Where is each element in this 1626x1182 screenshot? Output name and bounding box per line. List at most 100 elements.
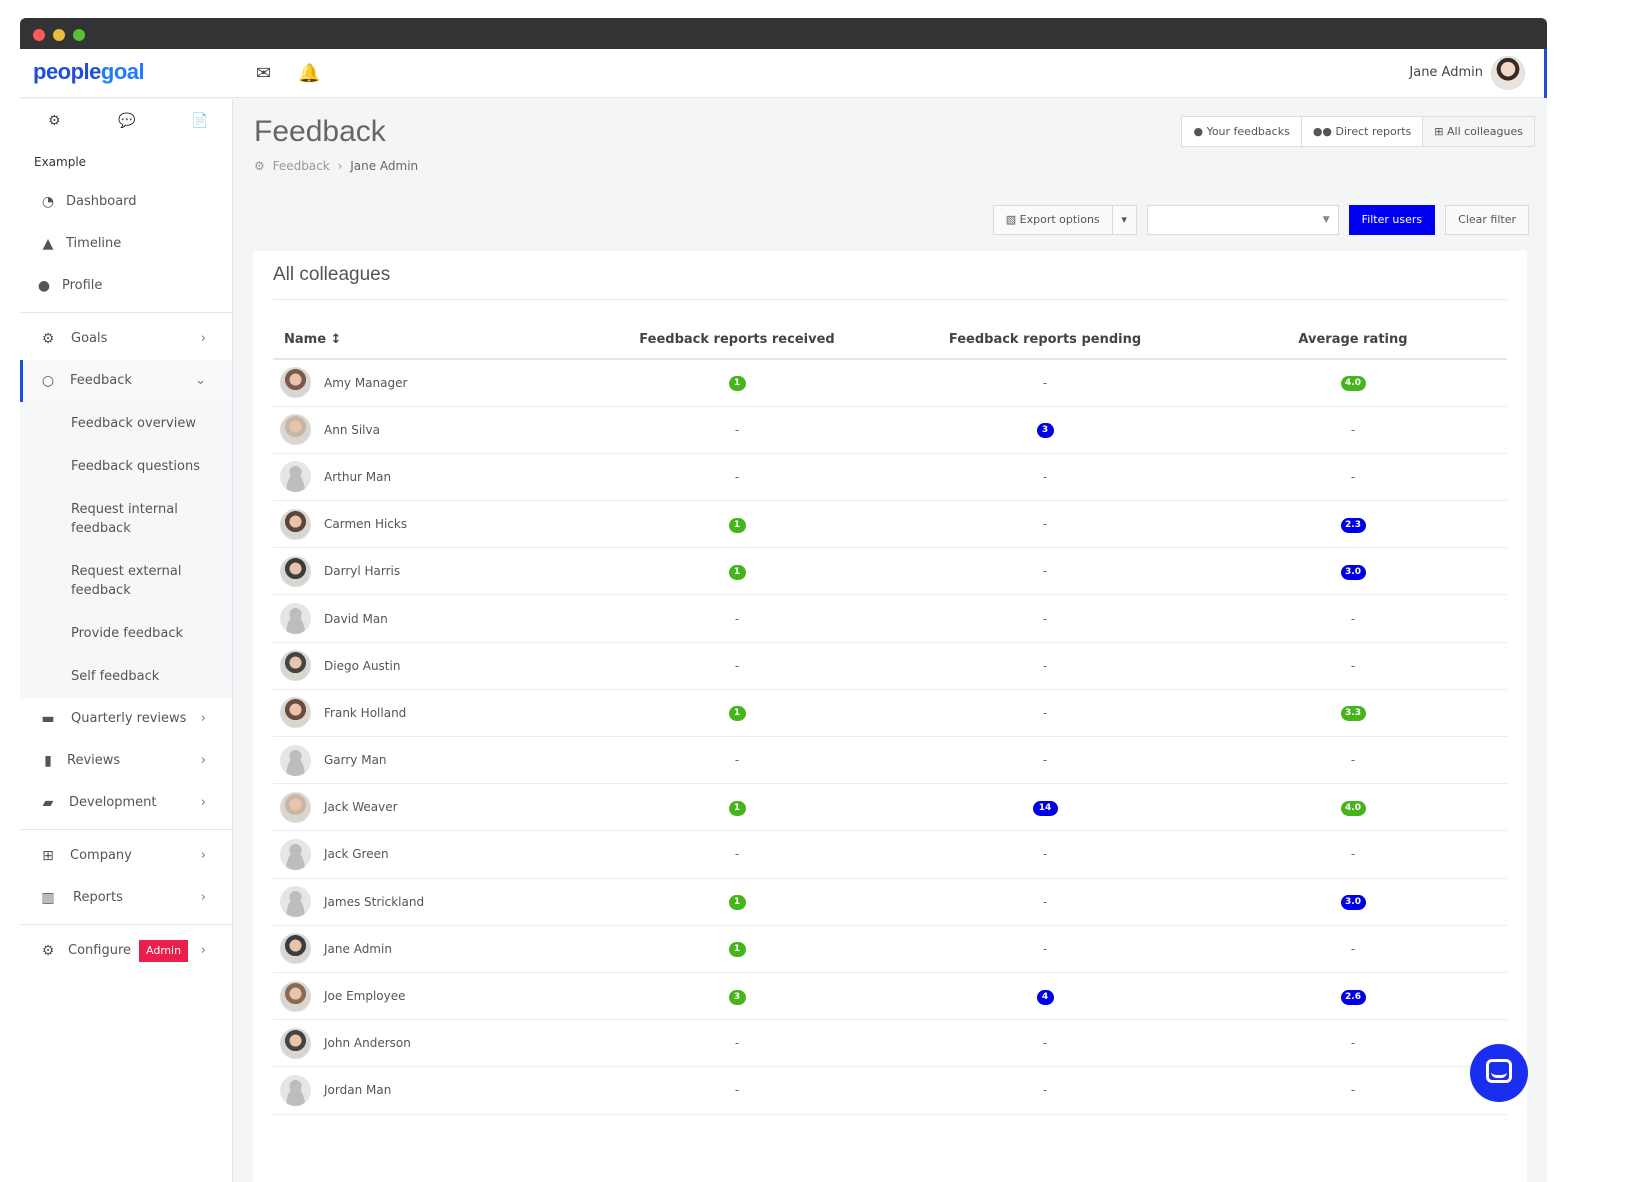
name-wrap: Carmen Hicks <box>273 508 583 540</box>
sidebar-item-reviews[interactable]: ▮ Reviews › <box>20 740 232 782</box>
breadcrumb-root[interactable]: Feedback <box>272 159 330 173</box>
colleague-name[interactable]: John Anderson <box>324 1036 411 1051</box>
sidebar-divider <box>20 924 232 925</box>
maximize-window-dot[interactable] <box>73 29 85 41</box>
name-wrap: Jane Admin <box>273 933 583 965</box>
workspace-name: Example <box>34 155 87 169</box>
sidebar-item-configure[interactable]: ⚙ Configure Admin › <box>20 930 232 972</box>
chat-widget-button[interactable] <box>1470 1044 1528 1102</box>
colleague-name[interactable]: Amy Manager <box>324 375 408 390</box>
table-row[interactable]: Carmen Hicks 1 - 2.3 <box>273 500 1507 549</box>
cell-name: Jordan Man <box>273 1066 583 1115</box>
sidebar-item-goals[interactable]: ⚙ Goals › <box>20 318 232 360</box>
bell-icon[interactable]: 🔔 <box>298 63 321 84</box>
close-window-dot[interactable] <box>33 29 45 41</box>
envelope-icon[interactable]: ✉ <box>256 63 272 84</box>
table-row[interactable]: John Anderson - - - <box>273 1019 1507 1068</box>
sidebar-item-reports[interactable]: ▥ Reports › <box>20 877 232 919</box>
received-badge: 1 <box>728 706 746 722</box>
sidebar-item-quarterly-reviews[interactable]: ▬ Quarterly reviews › <box>20 698 232 740</box>
sidebar-item-company[interactable]: ⊞ Company › <box>20 835 232 877</box>
top-navigation: peoplegoal ✉ 🔔 Jane Admin <box>20 49 1547 98</box>
submenu-provide-feedback[interactable]: Provide feedback <box>71 626 184 641</box>
submenu-request-internal[interactable]: Request internal feedback <box>71 502 178 536</box>
colleague-name[interactable]: Jack Weaver <box>324 800 398 815</box>
table-row[interactable]: Garry Man - - - <box>273 736 1507 785</box>
chevron-right-icon: › <box>200 890 206 905</box>
cell-pending: - <box>891 1019 1199 1068</box>
table-row[interactable]: Ann Silva - 3 - <box>273 406 1507 454</box>
table-row[interactable]: David Man - - - <box>273 594 1507 643</box>
table-row[interactable]: Amy Manager 1 - 4.0 <box>273 359 1507 407</box>
colleague-name[interactable]: Arthur Man <box>324 469 392 484</box>
table-row[interactable]: Joe Employee 3 4 2.6 <box>273 972 1507 1021</box>
empty-value: - <box>1350 941 1356 956</box>
cell-rating: 3.0 <box>1199 547 1507 596</box>
colleague-name[interactable]: Garry Man <box>324 753 387 768</box>
chat-icon[interactable]: 💬 <box>118 113 136 129</box>
sidebar-item-profile[interactable]: ● Profile <box>20 265 232 307</box>
cell-rating: 2.3 <box>1199 500 1507 549</box>
tab-label: All colleagues <box>1447 125 1523 138</box>
colleague-name[interactable]: Frank Holland <box>324 705 407 720</box>
table-row[interactable]: Jane Admin 1 - - <box>273 925 1507 973</box>
cell-received: 1 <box>583 925 891 973</box>
submenu-feedback-overview[interactable]: Feedback overview <box>71 416 196 431</box>
cell-name: Diego Austin <box>273 642 583 690</box>
colleague-name[interactable]: Carmen Hicks <box>324 517 408 532</box>
sidebar-item-development[interactable]: ▰ Development › <box>20 782 232 824</box>
clear-filter-button[interactable]: Clear filter <box>1445 205 1529 235</box>
export-dropdown-toggle[interactable]: ▾ <box>1112 205 1137 235</box>
cell-pending: - <box>891 1066 1199 1115</box>
colleague-name[interactable]: David Man <box>324 611 388 626</box>
colleague-name[interactable]: Jack Green <box>324 847 389 862</box>
table-row[interactable]: Frank Holland 1 - 3.3 <box>273 689 1507 738</box>
table-row[interactable]: Darryl Harris 1 - 3.0 <box>273 547 1507 596</box>
breadcrumb-current: Jane Admin <box>350 159 419 173</box>
column-header-rating: Average rating <box>1199 321 1507 360</box>
table-row[interactable]: Jack Green - - - <box>273 830 1507 879</box>
cell-pending: - <box>891 689 1199 738</box>
name-wrap: Diego Austin <box>273 650 583 682</box>
avatar <box>280 933 311 965</box>
export-options-button[interactable]: ▧ Export options <box>992 205 1113 235</box>
colleague-name[interactable]: James Strickland <box>324 894 425 909</box>
colleague-name[interactable]: Jordan Man <box>324 1083 392 1098</box>
tab-direct-reports[interactable]: ●● Direct reports <box>1301 117 1424 146</box>
filter-users-button[interactable]: Filter users <box>1348 205 1436 235</box>
colleague-name[interactable]: Diego Austin <box>324 658 401 673</box>
cell-name: Jack Green <box>273 830 583 879</box>
submenu-feedback-questions[interactable]: Feedback questions <box>71 459 200 474</box>
sidebar-item-timeline[interactable]: ▲ Timeline <box>20 223 232 265</box>
colleague-name[interactable]: Jane Admin <box>324 941 392 956</box>
sidebar-item-dashboard[interactable]: ◔ Dashboard <box>20 181 232 223</box>
table-row[interactable]: Arthur Man - - - <box>273 453 1507 502</box>
cell-rating: - <box>1199 406 1507 454</box>
logo[interactable]: peoplegoal <box>33 59 145 85</box>
user-filter-select[interactable]: ▼ <box>1146 205 1339 235</box>
table-row[interactable]: Jordan Man - - - <box>273 1066 1507 1115</box>
table-row[interactable]: Diego Austin - - - <box>273 642 1507 690</box>
column-header-name[interactable]: Name ↕ <box>273 321 583 360</box>
colleague-name[interactable]: Ann Silva <box>324 422 380 437</box>
sidebar-item-feedback[interactable]: ○ Feedback ⌄ <box>20 360 232 402</box>
table-row[interactable]: James Strickland 1 - 3.0 <box>273 878 1507 926</box>
chat-bubble-icon <box>1486 1059 1512 1083</box>
colleague-name[interactable]: Joe Employee <box>324 989 406 1004</box>
settings-cogs-icon[interactable]: ⚙ <box>48 113 61 129</box>
minimize-window-dot[interactable] <box>53 29 65 41</box>
empty-value: - <box>1350 658 1356 673</box>
user-name[interactable]: Jane Admin <box>1409 65 1483 80</box>
avatar[interactable] <box>1491 56 1525 90</box>
submenu-self-feedback[interactable]: Self feedback <box>71 669 160 684</box>
document-icon[interactable]: 📄 <box>191 113 209 129</box>
book-icon: ▰ <box>42 795 54 811</box>
colleague-name[interactable]: Darryl Harris <box>324 564 401 579</box>
tab-all-colleagues[interactable]: ⊞ All colleagues <box>1423 117 1534 146</box>
cell-pending: - <box>891 878 1199 926</box>
cell-received: - <box>583 1066 891 1115</box>
tab-your-feedbacks[interactable]: ● Your feedbacks <box>1182 117 1302 146</box>
submenu-request-external[interactable]: Request external feedback <box>71 564 182 598</box>
table-row[interactable]: Jack Weaver 1 14 4.0 <box>273 783 1507 832</box>
empty-value: - <box>1042 1036 1048 1051</box>
